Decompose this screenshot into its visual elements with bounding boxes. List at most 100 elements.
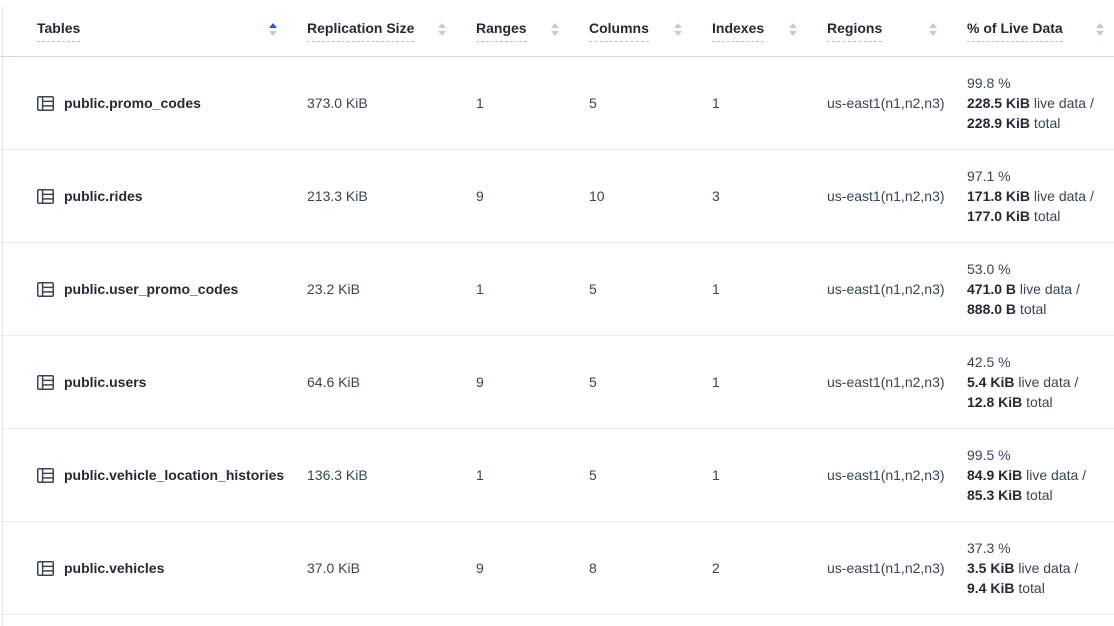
table-icon <box>37 468 54 483</box>
column-header-ranges[interactable]: Ranges <box>456 0 569 56</box>
column-header-indexes-label[interactable]: Indexes <box>712 20 765 42</box>
columns-cell: 8 <box>589 560 597 576</box>
table-icon <box>37 375 54 390</box>
ranges-cell: 1 <box>476 281 484 297</box>
live-data-cell: 42.5 % 5.4 KiB live data / 12.8 KiB tota… <box>947 352 1114 412</box>
total-data-size: 177.0 KiB total <box>967 208 1061 224</box>
replication-size-cell: 136.3 KiB <box>307 467 368 483</box>
table-name-link[interactable]: public.promo_codes <box>64 95 201 111</box>
ranges-cell: 1 <box>476 95 484 111</box>
columns-cell: 5 <box>589 467 597 483</box>
total-data-size: 228.9 KiB total <box>967 115 1061 131</box>
live-data-cell: 99.8 % 228.5 KiB live data / 228.9 KiB t… <box>947 73 1114 133</box>
indexes-cell: 3 <box>712 188 720 204</box>
total-data-size: 888.0 B total <box>967 301 1047 317</box>
live-data-cell: 99.5 % 84.9 KiB live data / 85.3 KiB tot… <box>947 445 1114 505</box>
table-row: public.vehicle_location_histories 136.3 … <box>0 429 1114 522</box>
column-header-regions-label[interactable]: Regions <box>827 20 883 42</box>
indexes-cell: 1 <box>712 95 720 111</box>
live-data-size: 471.0 B live data / <box>967 281 1080 297</box>
table-name-link[interactable]: public.vehicle_location_histories <box>64 467 285 483</box>
ranges-cell: 9 <box>476 560 484 576</box>
column-header-indexes[interactable]: Indexes <box>692 0 807 56</box>
live-data-cell: 97.1 % 171.8 KiB live data / 177.0 KiB t… <box>947 166 1114 226</box>
sort-arrows-icon[interactable] <box>269 22 277 40</box>
columns-cell: 10 <box>589 188 605 204</box>
replication-size-cell: 64.6 KiB <box>307 374 360 390</box>
live-data-percent: 37.3 % <box>967 540 1011 556</box>
live-data-percent: 99.8 % <box>967 75 1011 91</box>
ranges-cell: 9 <box>476 374 484 390</box>
column-header-replication-size-label[interactable]: Replication Size <box>307 20 415 42</box>
indexes-cell: 1 <box>712 374 720 390</box>
page-edge-divider <box>2 6 3 626</box>
column-header-columns-label[interactable]: Columns <box>589 20 649 42</box>
column-header-live-data-label[interactable]: % of Live Data <box>967 20 1063 42</box>
total-data-size: 85.3 KiB total <box>967 487 1053 503</box>
column-header-regions[interactable]: Regions <box>807 0 947 56</box>
regions-cell: us-east1(n1,n2,n3) <box>827 560 945 576</box>
table-icon <box>37 561 54 576</box>
regions-cell: us-east1(n1,n2,n3) <box>827 188 945 204</box>
table-name-cell: public.rides <box>20 188 287 204</box>
column-header-tables[interactable]: Tables <box>20 0 287 56</box>
live-data-cell: 53.0 % 471.0 B live data / 888.0 B total <box>947 259 1114 319</box>
ranges-cell: 9 <box>476 188 484 204</box>
live-data-percent: 99.5 % <box>967 447 1011 463</box>
table-row: public.vehicles 37.0 KiB 9 8 2 us-east1(… <box>0 522 1114 615</box>
sort-arrows-icon[interactable] <box>438 22 446 40</box>
sort-arrows-icon[interactable] <box>674 22 682 40</box>
column-header-columns[interactable]: Columns <box>569 0 692 56</box>
live-data-percent: 53.0 % <box>967 261 1011 277</box>
columns-cell: 5 <box>589 281 597 297</box>
live-data-percent: 42.5 % <box>967 354 1011 370</box>
live-data-percent: 97.1 % <box>967 168 1011 184</box>
table-row: public.user_promo_codes 23.2 KiB 1 5 1 u… <box>0 243 1114 336</box>
live-data-cell: 37.3 % 3.5 KiB live data / 9.4 KiB total <box>947 538 1114 598</box>
live-data-size: 5.4 KiB live data / <box>967 374 1079 390</box>
sort-arrows-icon[interactable] <box>551 22 559 40</box>
table-name-cell: public.user_promo_codes <box>20 281 287 297</box>
live-data-size: 84.9 KiB live data / <box>967 467 1087 483</box>
total-data-size: 9.4 KiB total <box>967 580 1045 596</box>
replication-size-cell: 213.3 KiB <box>307 188 368 204</box>
table-name-link[interactable]: public.rides <box>64 188 143 204</box>
sort-arrows-icon[interactable] <box>929 22 937 40</box>
column-header-live-data[interactable]: % of Live Data <box>947 0 1114 56</box>
columns-cell: 5 <box>589 95 597 111</box>
regions-cell: us-east1(n1,n2,n3) <box>827 95 945 111</box>
table-icon <box>37 282 54 297</box>
live-data-size: 171.8 KiB live data / <box>967 188 1094 204</box>
live-data-size: 228.5 KiB live data / <box>967 95 1094 111</box>
replication-size-cell: 23.2 KiB <box>307 281 360 297</box>
column-header-ranges-label[interactable]: Ranges <box>476 20 527 42</box>
column-header-replication-size[interactable]: Replication Size <box>287 0 456 56</box>
table-row: public.promo_codes 373.0 KiB 1 5 1 us-ea… <box>0 57 1114 150</box>
live-data-size: 3.5 KiB live data / <box>967 560 1079 576</box>
sort-arrows-icon[interactable] <box>1096 22 1104 40</box>
columns-cell: 5 <box>589 374 597 390</box>
indexes-cell: 1 <box>712 467 720 483</box>
table-name-cell: public.vehicle_location_histories <box>20 467 287 483</box>
table-name-cell: public.users <box>20 374 287 390</box>
table-name-cell: public.promo_codes <box>20 95 287 111</box>
table-name-link[interactable]: public.users <box>64 374 147 390</box>
regions-cell: us-east1(n1,n2,n3) <box>827 281 945 297</box>
table-name-link[interactable]: public.user_promo_codes <box>64 281 239 297</box>
sort-arrows-icon[interactable] <box>789 22 797 40</box>
replication-size-cell: 37.0 KiB <box>307 560 360 576</box>
table-name-link[interactable]: public.vehicles <box>64 560 165 576</box>
table-icon <box>37 96 54 111</box>
column-header-tables-label[interactable]: Tables <box>37 20 81 42</box>
replication-size-cell: 373.0 KiB <box>307 95 368 111</box>
indexes-cell: 2 <box>712 560 720 576</box>
table-body: public.promo_codes 373.0 KiB 1 5 1 us-ea… <box>0 57 1114 615</box>
table-row: public.users 64.6 KiB 9 5 1 us-east1(n1,… <box>0 336 1114 429</box>
total-data-size: 12.8 KiB total <box>967 394 1053 410</box>
indexes-cell: 1 <box>712 281 720 297</box>
table-icon <box>37 189 54 204</box>
ranges-cell: 1 <box>476 467 484 483</box>
table-name-cell: public.vehicles <box>20 560 287 576</box>
regions-cell: us-east1(n1,n2,n3) <box>827 374 945 390</box>
